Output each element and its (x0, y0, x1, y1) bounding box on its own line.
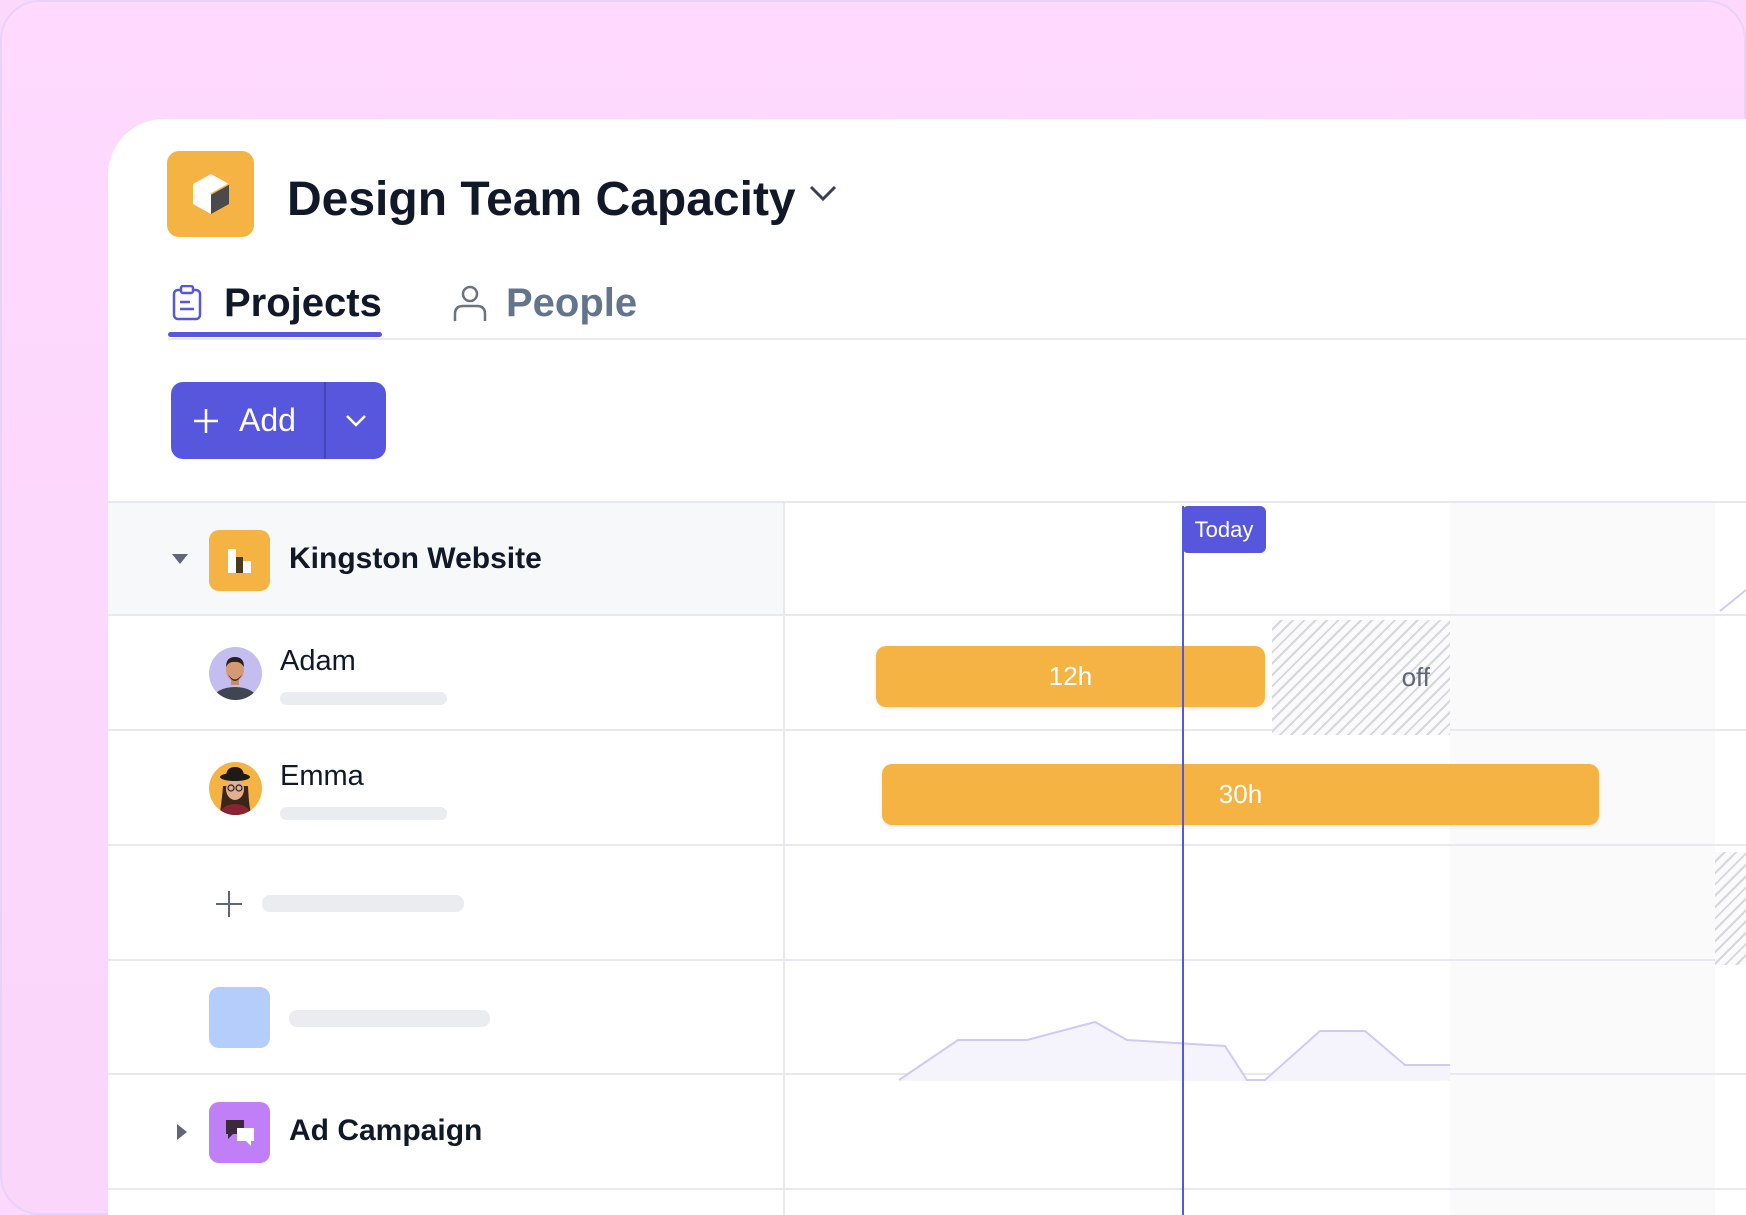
allocation-bar-emma[interactable]: 30h (882, 764, 1599, 825)
panel-divider (783, 501, 785, 1215)
project-row-kingston-website[interactable]: Kingston Website (108, 501, 783, 616)
timeline-row (784, 501, 1746, 616)
add-split-button: Add (171, 382, 386, 459)
tabs-divider (168, 338, 1746, 340)
placeholder-project-row (108, 961, 783, 1075)
tab-people-label: People (506, 281, 638, 325)
clipboard-icon (172, 285, 202, 321)
tab-projects[interactable]: Projects (172, 279, 382, 327)
plus-icon (194, 408, 218, 433)
timeline-row (784, 731, 1746, 846)
time-off-block: off (1272, 620, 1450, 735)
title-chevron-down-icon[interactable] (808, 183, 838, 208)
project-row-ad-campaign[interactable]: Ad Campaign (108, 1075, 783, 1190)
allocation-bar-adam[interactable]: 12h (876, 646, 1265, 707)
add-button-label: Add (239, 402, 296, 438)
person-row-emma[interactable]: Emma (108, 731, 783, 846)
today-marker: Today (1182, 506, 1266, 553)
caret-down-icon[interactable] (171, 553, 189, 565)
timeline-row (784, 616, 1746, 731)
add-person-row[interactable] (108, 846, 783, 961)
placeholder-project-icon (209, 987, 270, 1048)
project-chart-icon (209, 530, 270, 591)
allocation-hours: 12h (1048, 661, 1093, 691)
timeline-row (784, 1075, 1746, 1190)
active-tab-indicator (168, 332, 382, 337)
person-icon (453, 285, 487, 321)
plus-icon[interactable] (215, 890, 243, 918)
placeholder-bar (262, 895, 464, 912)
tab-people[interactable]: People (452, 279, 637, 327)
time-off-block (1715, 852, 1746, 965)
project-name: Kingston Website (289, 542, 542, 575)
timeline-row (784, 961, 1746, 1075)
timeline-row (784, 846, 1746, 961)
person-name: Adam (280, 645, 356, 677)
project-name: Ad Campaign (289, 1114, 483, 1147)
caret-right-icon[interactable] (176, 1123, 188, 1141)
chevron-down-icon (346, 414, 366, 427)
add-button[interactable]: Add (171, 382, 326, 459)
avatar-adam (209, 647, 262, 700)
allocation-hours: 30h (1218, 779, 1263, 809)
project-chat-icon (209, 1102, 270, 1163)
weekend-column (1450, 501, 1715, 1215)
today-label: Today (1194, 516, 1254, 542)
time-off-label: off (1401, 662, 1430, 692)
tab-projects-label: Projects (224, 281, 382, 325)
app-logo-cube-icon (167, 151, 254, 237)
capacity-sparkline (898, 589, 1746, 1081)
add-dropdown-button[interactable] (326, 413, 386, 429)
app-window: Design Team Capacity Projects People Add… (108, 119, 1746, 1215)
placeholder-bar (280, 692, 447, 705)
today-line (1182, 506, 1184, 1215)
placeholder-bar (280, 807, 447, 820)
page-title: Design Team Capacity (287, 173, 796, 226)
person-row-adam[interactable]: Adam (108, 616, 783, 731)
placeholder-bar (289, 1010, 490, 1027)
avatar-emma (209, 762, 262, 815)
person-name: Emma (280, 760, 364, 792)
